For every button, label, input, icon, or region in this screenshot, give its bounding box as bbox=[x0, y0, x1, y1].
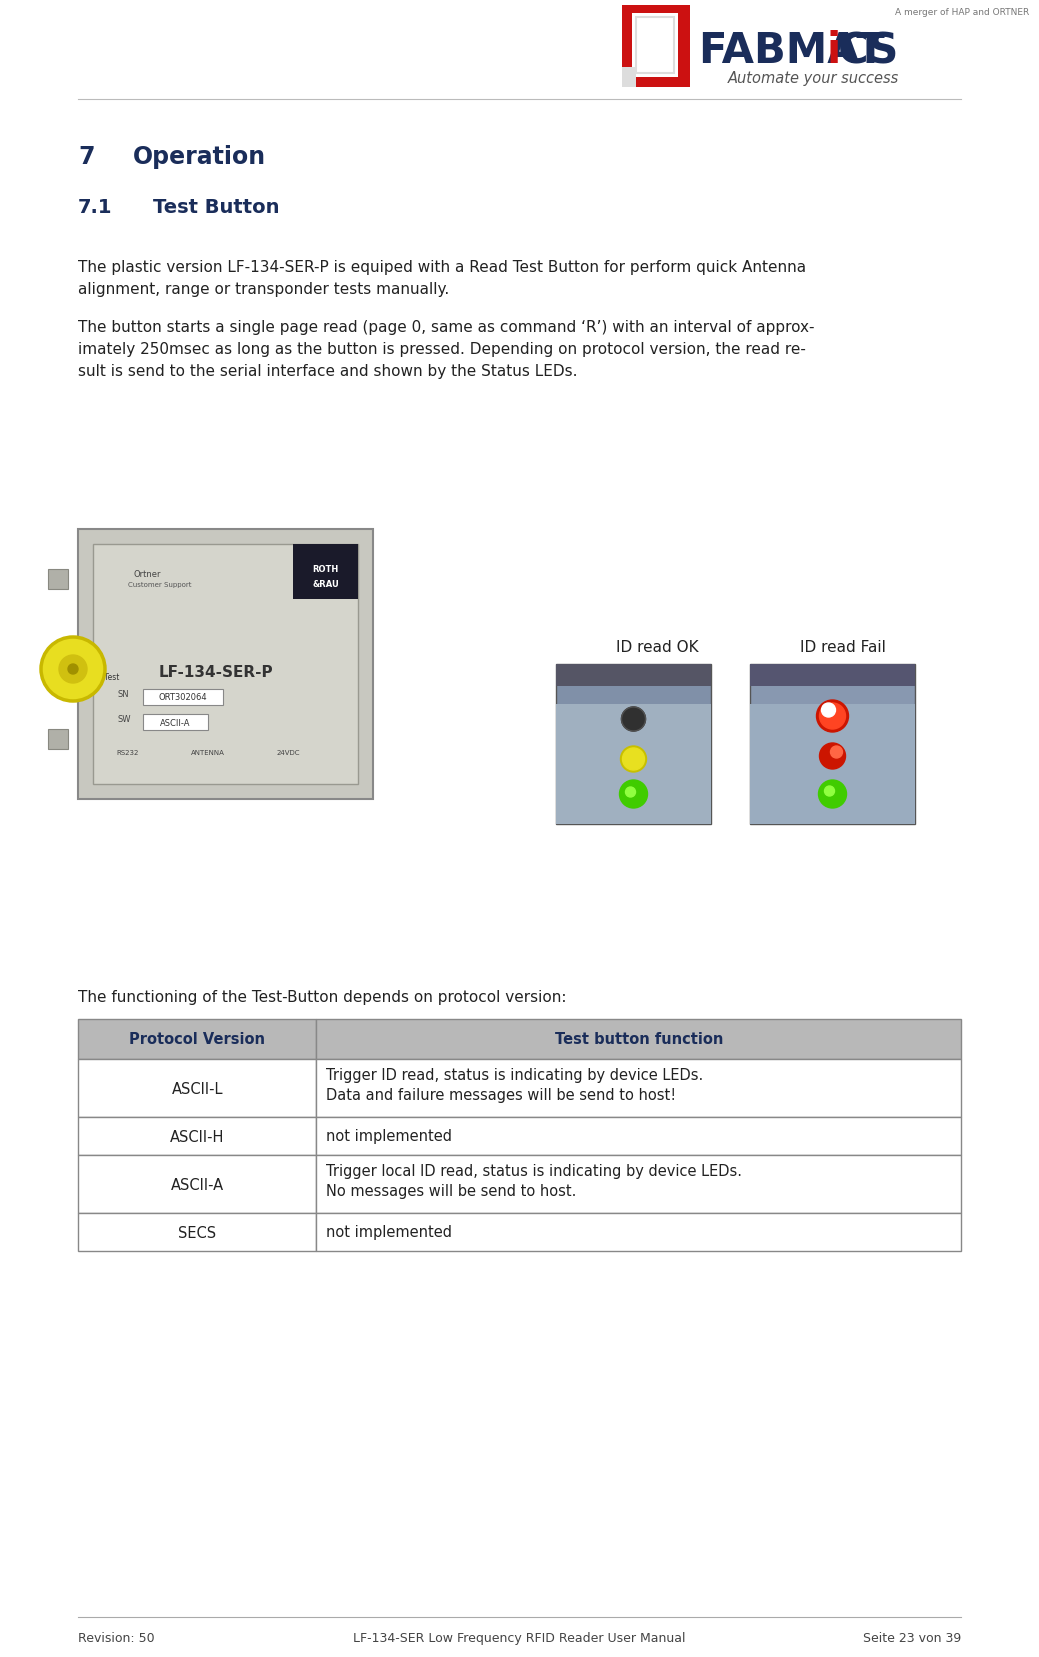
Circle shape bbox=[620, 747, 646, 772]
Text: CS: CS bbox=[838, 30, 900, 71]
Circle shape bbox=[819, 780, 847, 809]
Text: SW: SW bbox=[118, 714, 132, 724]
Text: ASCII-A: ASCII-A bbox=[160, 717, 190, 727]
Text: A merger of HAP and ORTNER: A merger of HAP and ORTNER bbox=[895, 8, 1029, 17]
Text: SN: SN bbox=[118, 689, 130, 699]
FancyBboxPatch shape bbox=[622, 7, 690, 88]
Text: Automate your success: Automate your success bbox=[728, 71, 899, 86]
Text: The button starts a single page read (page 0, same as command ‘R’) with an inter: The button starts a single page read (pa… bbox=[78, 320, 815, 335]
Bar bbox=[632, 13, 678, 78]
Text: 24VDC: 24VDC bbox=[276, 749, 299, 756]
Bar bbox=[622, 68, 636, 88]
Text: not implemented: not implemented bbox=[326, 1225, 452, 1239]
Text: Trigger ID read, status is indicating by device LEDs.: Trigger ID read, status is indicating by… bbox=[326, 1067, 703, 1082]
Text: not implemented: not implemented bbox=[326, 1128, 452, 1143]
Circle shape bbox=[619, 780, 647, 809]
Text: LF-134-SER Low Frequency RFID Reader User Manual: LF-134-SER Low Frequency RFID Reader Use… bbox=[353, 1630, 686, 1644]
Bar bbox=[556, 664, 711, 686]
Bar bbox=[556, 704, 711, 825]
Circle shape bbox=[68, 664, 78, 674]
Text: Operation: Operation bbox=[133, 144, 266, 169]
Bar bbox=[636, 18, 674, 75]
Circle shape bbox=[817, 701, 849, 732]
Bar bbox=[48, 729, 68, 749]
Circle shape bbox=[820, 704, 846, 729]
Text: alignment, range or transponder tests manually.: alignment, range or transponder tests ma… bbox=[78, 282, 449, 297]
Bar bbox=[143, 689, 223, 706]
Text: Test Button: Test Button bbox=[153, 197, 279, 217]
Bar bbox=[750, 664, 915, 686]
Bar bbox=[317, 1019, 961, 1059]
Text: Ortner: Ortner bbox=[133, 570, 160, 578]
Circle shape bbox=[41, 638, 105, 701]
Circle shape bbox=[59, 656, 87, 684]
Bar bbox=[317, 1155, 961, 1213]
Bar bbox=[143, 714, 208, 731]
Text: ◄ Test: ◄ Test bbox=[96, 673, 119, 683]
Text: Revision: 50: Revision: 50 bbox=[78, 1630, 155, 1644]
Text: 7: 7 bbox=[78, 144, 95, 169]
Text: ANTENNA: ANTENNA bbox=[191, 749, 224, 756]
Bar bbox=[317, 1059, 961, 1117]
Text: ID read Fail: ID read Fail bbox=[800, 640, 885, 655]
Text: Customer Support: Customer Support bbox=[128, 582, 191, 588]
Bar bbox=[556, 664, 711, 684]
Bar bbox=[78, 530, 373, 800]
Text: i: i bbox=[826, 30, 841, 71]
Circle shape bbox=[622, 749, 644, 771]
Text: ASCII-L: ASCII-L bbox=[171, 1080, 223, 1095]
Bar bbox=[48, 570, 68, 590]
Text: ROTH: ROTH bbox=[313, 565, 339, 573]
Bar bbox=[78, 1117, 317, 1155]
Circle shape bbox=[820, 744, 846, 769]
Text: LF-134-SER-P: LF-134-SER-P bbox=[158, 664, 273, 679]
Text: Test button function: Test button function bbox=[555, 1032, 723, 1047]
Text: ID read OK: ID read OK bbox=[616, 640, 699, 655]
Text: &RAU: &RAU bbox=[312, 580, 339, 588]
Text: SECS: SECS bbox=[178, 1225, 216, 1239]
Bar bbox=[293, 545, 358, 600]
Bar bbox=[78, 1019, 317, 1059]
Bar bbox=[556, 664, 711, 825]
Circle shape bbox=[625, 787, 636, 797]
Text: No messages will be send to host.: No messages will be send to host. bbox=[326, 1183, 577, 1198]
Text: RS232: RS232 bbox=[116, 749, 139, 756]
Text: The plastic version LF-134-SER-P is equiped with a Read Test Button for perform : The plastic version LF-134-SER-P is equi… bbox=[78, 260, 806, 275]
Text: Protocol Version: Protocol Version bbox=[129, 1032, 265, 1047]
Text: imately 250msec as long as the button is pressed. Depending on protocol version,: imately 250msec as long as the button is… bbox=[78, 341, 806, 356]
Bar bbox=[317, 1117, 961, 1155]
Circle shape bbox=[830, 747, 843, 759]
Circle shape bbox=[825, 787, 834, 797]
Circle shape bbox=[822, 704, 835, 717]
Bar bbox=[317, 1213, 961, 1251]
Text: 7.1: 7.1 bbox=[78, 197, 112, 217]
Text: ASCII-H: ASCII-H bbox=[170, 1128, 224, 1143]
Circle shape bbox=[621, 708, 645, 731]
Bar bbox=[750, 704, 915, 825]
Bar bbox=[78, 1059, 317, 1117]
Bar bbox=[94, 545, 358, 784]
Text: ORT302064: ORT302064 bbox=[159, 693, 208, 703]
Text: ASCII-A: ASCII-A bbox=[170, 1176, 223, 1191]
Text: Data and failure messages will be send to host!: Data and failure messages will be send t… bbox=[326, 1087, 676, 1102]
Bar bbox=[750, 664, 915, 825]
Bar bbox=[78, 1213, 317, 1251]
Text: sult is send to the serial interface and shown by the Status LEDs.: sult is send to the serial interface and… bbox=[78, 365, 578, 379]
Bar bbox=[78, 1155, 317, 1213]
Text: FABMAT: FABMAT bbox=[698, 30, 885, 71]
Text: Trigger local ID read, status is indicating by device LEDs.: Trigger local ID read, status is indicat… bbox=[326, 1163, 743, 1178]
Text: The functioning of the Test-Button depends on protocol version:: The functioning of the Test-Button depen… bbox=[78, 989, 566, 1004]
Text: Seite 23 von 39: Seite 23 von 39 bbox=[862, 1630, 961, 1644]
